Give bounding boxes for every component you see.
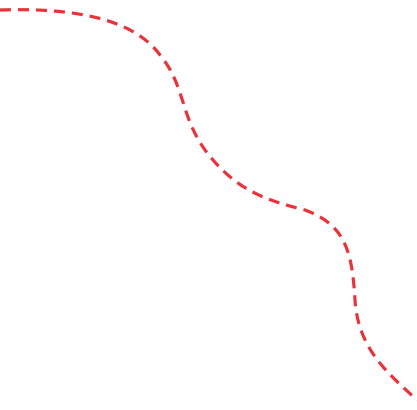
dashed-curve [0,8,417,402]
